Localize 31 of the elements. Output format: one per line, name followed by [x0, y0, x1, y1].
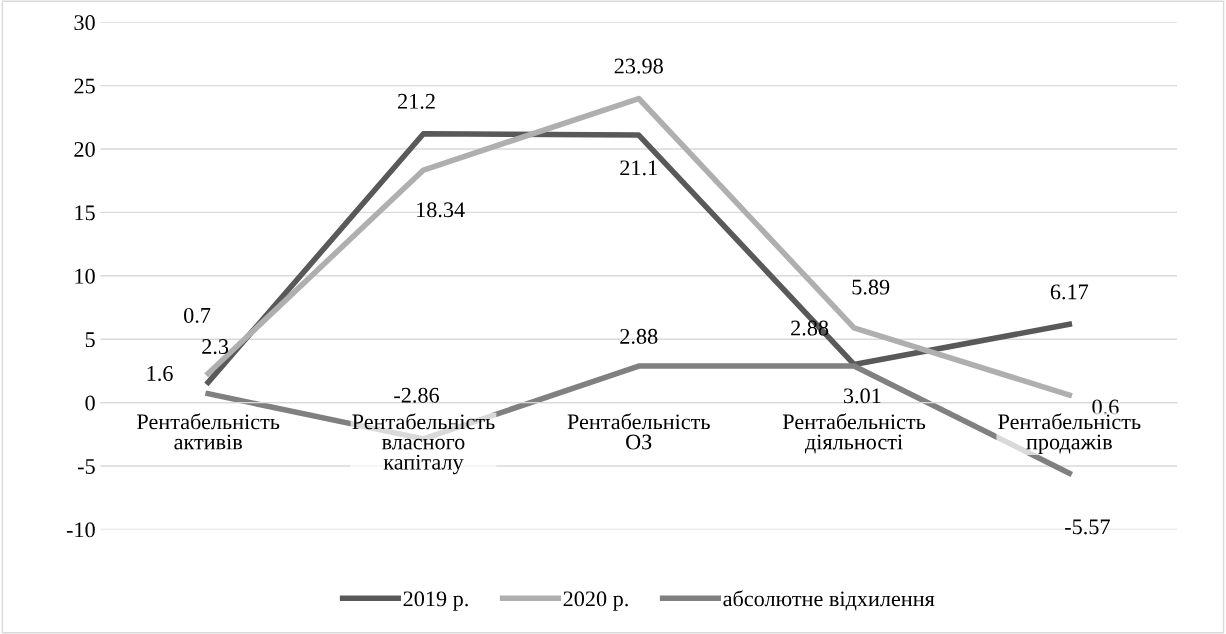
- legend-label: 2020 р.: [563, 591, 628, 611]
- y-tick-label: 5: [85, 332, 95, 348]
- y-tick-label: 25: [74, 78, 95, 94]
- x-tick-label: Рентабельність продажів: [998, 413, 1141, 455]
- data-label: 2.3: [202, 339, 229, 355]
- data-label: -2.86: [394, 387, 439, 403]
- data-label: 3.01: [843, 388, 881, 404]
- y-tick-label: 0: [85, 395, 95, 411]
- y-tick-label: -10: [66, 522, 95, 538]
- data-label: 0.6: [1092, 399, 1119, 415]
- legend-label: 2019 р.: [403, 591, 468, 611]
- y-tick-label: -5: [77, 459, 95, 474]
- legend-label: абсолютне відхилення: [723, 590, 935, 611]
- y-tick-label: 20: [74, 141, 95, 157]
- x-tick-label: Рентабельність ОЗ: [567, 413, 710, 450]
- data-label: 0.7: [184, 307, 211, 323]
- data-label: 21.2: [398, 93, 435, 109]
- data-label: 21.1: [620, 160, 657, 176]
- x-tick-label: Рентабельність діяльності: [782, 413, 926, 454]
- data-label: 1.6: [147, 365, 173, 382]
- data-label: 23.98: [614, 58, 663, 74]
- data-label: 18.34: [417, 202, 465, 218]
- x-tick-label: Рентабельність активів: [137, 413, 280, 450]
- y-tick-label: 15: [75, 205, 95, 221]
- y-tick-label: 10: [75, 268, 95, 284]
- y-tick-label: 30: [74, 15, 95, 31]
- data-label: 6.17: [1050, 284, 1089, 300]
- data-label: 2.88: [620, 328, 658, 344]
- data-label: 5.89: [852, 279, 890, 295]
- x-tick-label: Рентабельність власного капіталу: [352, 413, 495, 475]
- data-label: -5.57: [1065, 519, 1110, 535]
